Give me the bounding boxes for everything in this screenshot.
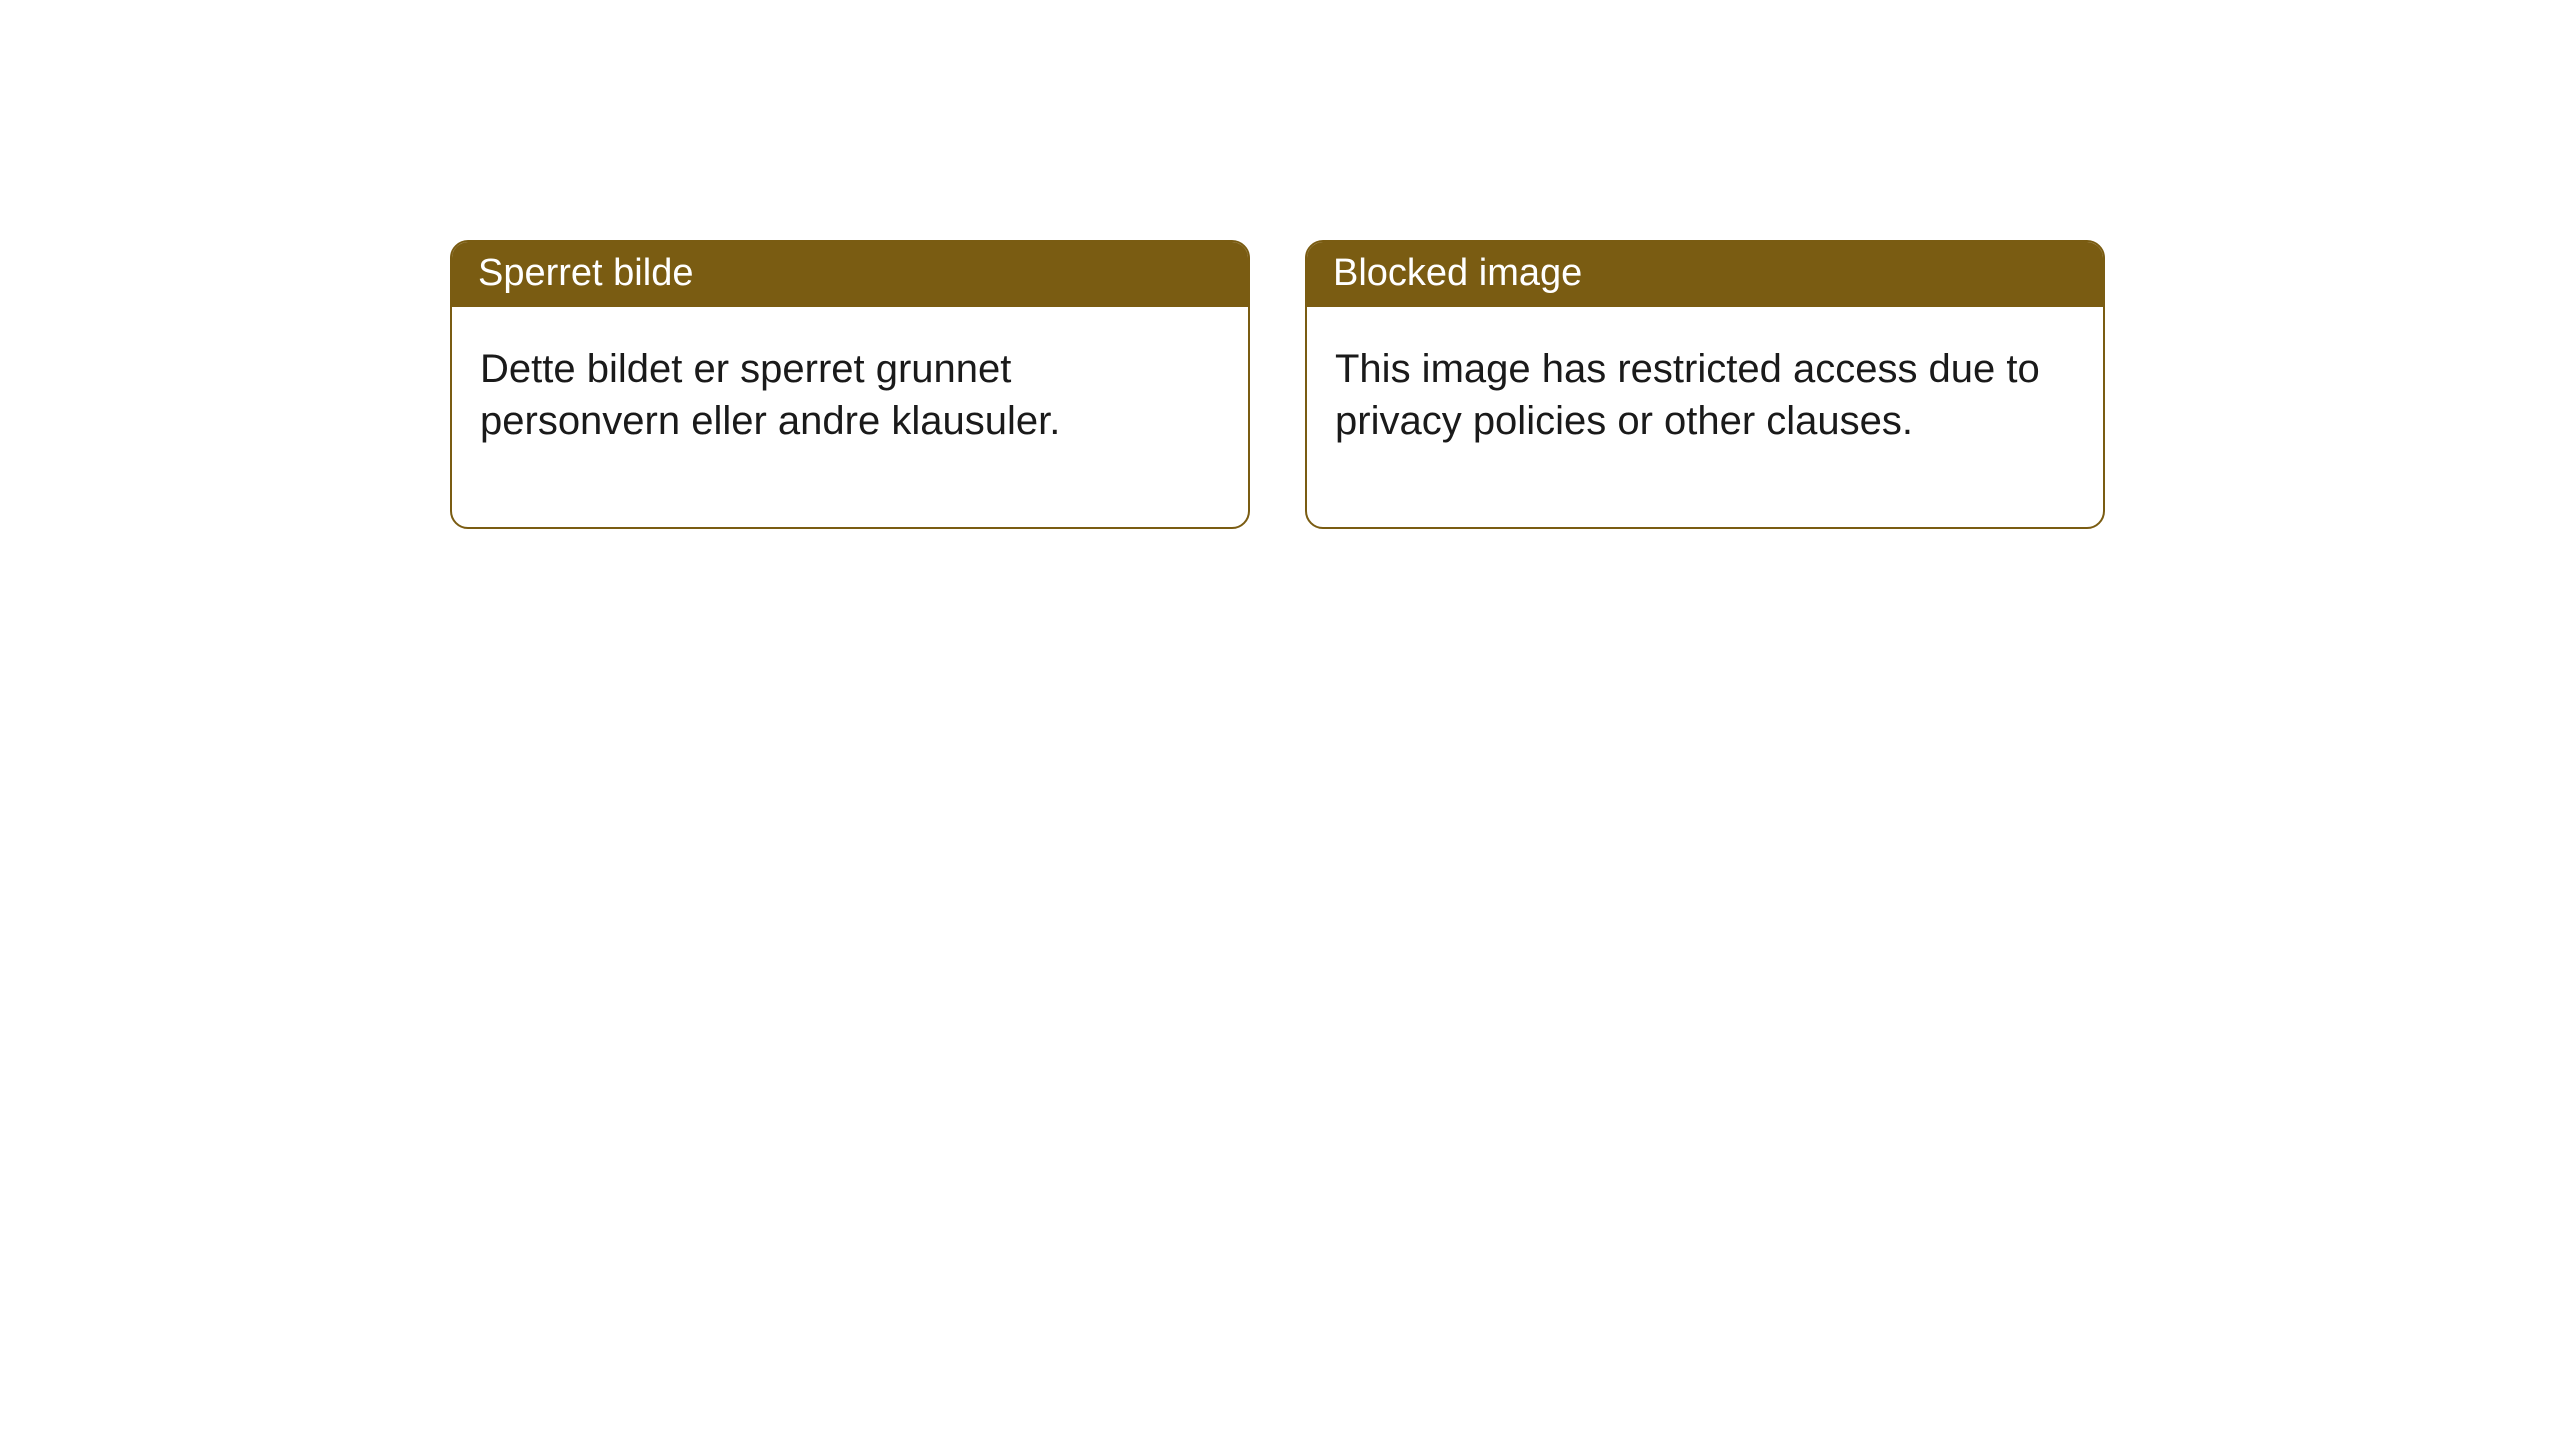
notice-message: This image has restricted access due to …	[1335, 347, 2040, 443]
notice-body: Dette bildet er sperret grunnet personve…	[452, 307, 1248, 527]
notice-card-norwegian: Sperret bilde Dette bildet er sperret gr…	[450, 240, 1250, 529]
notice-header: Sperret bilde	[452, 242, 1248, 307]
notice-title: Blocked image	[1333, 252, 1582, 294]
notice-body: This image has restricted access due to …	[1307, 307, 2103, 527]
notice-header: Blocked image	[1307, 242, 2103, 307]
notice-title: Sperret bilde	[478, 252, 693, 294]
notice-message: Dette bildet er sperret grunnet personve…	[480, 347, 1060, 443]
notices-container: Sperret bilde Dette bildet er sperret gr…	[450, 240, 2105, 529]
notice-card-english: Blocked image This image has restricted …	[1305, 240, 2105, 529]
